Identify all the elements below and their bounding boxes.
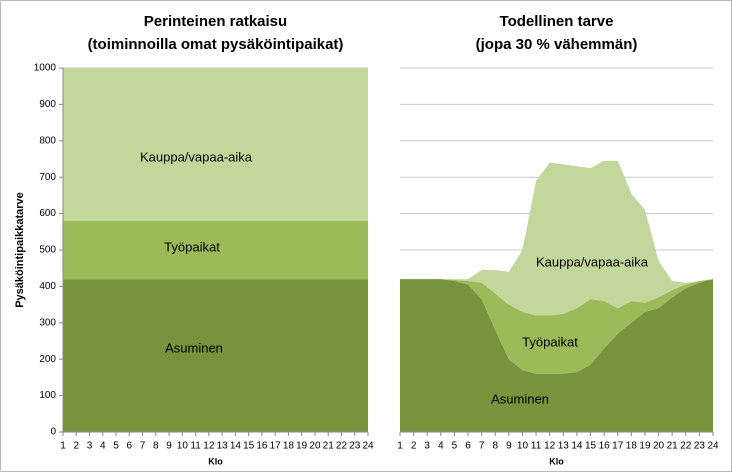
x-tick-label: 8 (153, 441, 159, 452)
area (63, 220, 368, 280)
x-tick-label: 16 (256, 441, 268, 452)
x-tick-label: 16 (599, 441, 611, 452)
x-tick-label: 8 (492, 441, 498, 452)
area-label: Asuminen (491, 391, 549, 406)
x-tick-label: 22 (680, 441, 692, 452)
x-tick-label: 20 (309, 441, 321, 452)
x-tick-label: 9 (506, 441, 512, 452)
area-label: Asuminen (165, 340, 223, 355)
area-label: Työpaikat (522, 334, 578, 349)
x-tick-label: 2 (73, 441, 79, 452)
x-tick-label: 14 (230, 441, 242, 452)
x-tick-label: 5 (452, 441, 458, 452)
x-tick-label: 23 (349, 441, 361, 452)
x-tick-label: 6 (465, 441, 471, 452)
x-tick-label: 2 (411, 441, 417, 452)
y-tick-label: 600 (39, 208, 56, 219)
chart-subtitle: (toiminnoilla omat pysäköintipaikat) (88, 36, 344, 53)
x-tick-label: 3 (87, 441, 93, 452)
x-tick-label: 22 (336, 441, 348, 452)
y-axis-title: Pysäköintipaikkatarve (14, 192, 26, 308)
y-tick-label: 1000 (34, 63, 57, 74)
area-label: Kauppa/vapaa-aika (140, 149, 253, 164)
x-tick-label: 18 (626, 441, 638, 452)
x-tick-label: 1 (397, 441, 403, 452)
x-tick-label: 19 (639, 441, 651, 452)
area (400, 279, 713, 432)
y-tick-label: 0 (50, 427, 56, 438)
y-tick-label: 700 (39, 172, 56, 183)
x-tick-label: 12 (544, 441, 556, 452)
x-tick-label: 14 (571, 441, 583, 452)
x-tick-label: 21 (323, 441, 335, 452)
area (400, 160, 713, 316)
chart-subtitle: (jopa 30 % vähemmän) (476, 36, 638, 53)
y-tick-label: 900 (39, 99, 56, 110)
x-tick-label: 12 (203, 441, 215, 452)
x-tick-label: 15 (243, 441, 255, 452)
x-tick-label: 19 (296, 441, 308, 452)
chart-title: Perinteinen ratkaisu (144, 13, 287, 30)
area (63, 68, 368, 221)
y-tick-label: 500 (39, 245, 56, 256)
x-tick-label: 13 (558, 441, 570, 452)
area (400, 279, 713, 374)
x-tick-label: 11 (190, 441, 201, 452)
y-tick-label: 800 (39, 135, 56, 146)
y-tick-label: 100 (39, 390, 56, 401)
x-tick-label: 4 (100, 441, 106, 452)
x-tick-label: 7 (479, 441, 485, 452)
y-tick-label: 200 (39, 354, 56, 365)
x-tick-label: 3 (424, 441, 430, 452)
area-label: Työpaikat (164, 239, 220, 254)
x-tick-label: 10 (517, 441, 529, 452)
x-tick-label: 17 (612, 441, 624, 452)
x-tick-label: 18 (283, 441, 295, 452)
x-tick-label: 24 (362, 441, 374, 452)
x-tick-label: 1 (60, 441, 66, 452)
x-tick-label: 11 (531, 441, 542, 452)
x-tick-label: 7 (140, 441, 146, 452)
area-label: Kauppa/vapaa-aika (536, 254, 649, 269)
x-tick-label: 24 (707, 441, 719, 452)
area (63, 279, 368, 432)
x-tick-label: 6 (127, 441, 133, 452)
y-tick-label: 300 (39, 317, 56, 328)
x-tick-label: 13 (217, 441, 229, 452)
x-tick-label: 21 (667, 441, 679, 452)
x-tick-label: 15 (585, 441, 597, 452)
chart-title: Todellinen tarve (500, 13, 614, 30)
x-tick-label: 10 (177, 441, 189, 452)
x-tick-label: 23 (694, 441, 706, 452)
x-tick-label: 4 (438, 441, 444, 452)
x-tick-label: 17 (270, 441, 282, 452)
x-tick-label: 9 (166, 441, 172, 452)
x-axis-title: Klo (208, 456, 223, 466)
x-axis-title: Klo (549, 456, 564, 466)
y-tick-label: 400 (39, 281, 56, 292)
x-tick-label: 5 (113, 441, 119, 452)
x-tick-label: 20 (653, 441, 665, 452)
